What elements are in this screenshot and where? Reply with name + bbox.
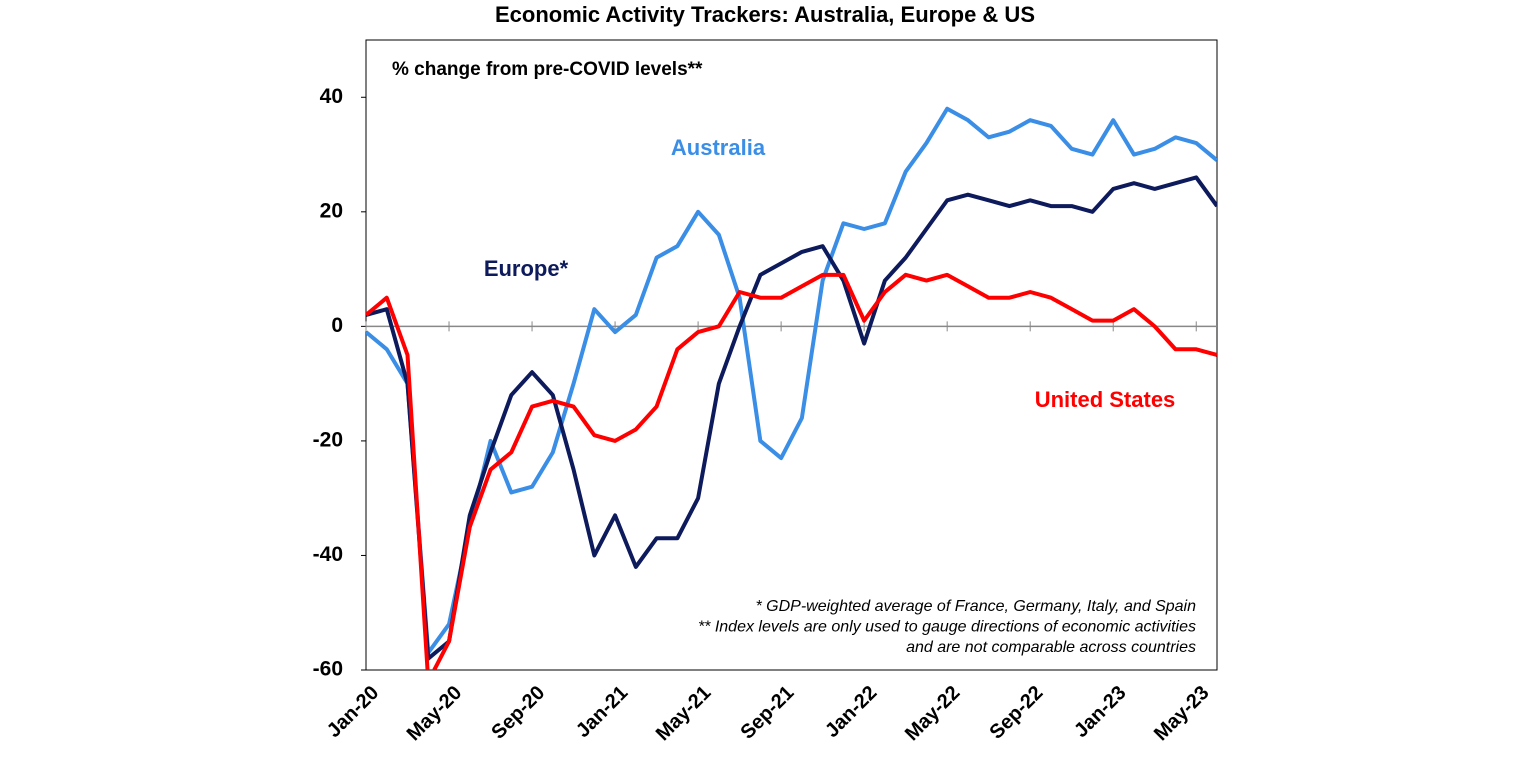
x-tick-label: Jan-23 <box>1070 682 1130 742</box>
x-tick-label: Sep-20 <box>487 682 549 744</box>
x-tick-label: Jan-21 <box>572 682 632 742</box>
x-tick-label: May-20 <box>403 682 467 746</box>
footnote: and are not comparable across countries <box>906 639 1196 656</box>
series-label: Europe* <box>484 256 569 281</box>
footnote: * GDP-weighted average of France, German… <box>755 598 1196 615</box>
y-tick-label: -40 <box>313 543 343 566</box>
annotation: % change from pre-COVID levels** <box>392 59 703 80</box>
series-line <box>366 106 1217 655</box>
y-tick-label: 20 <box>320 199 343 222</box>
x-tick-label: Jan-22 <box>821 682 881 742</box>
footnote: ** Index levels are only used to gauge d… <box>698 619 1196 636</box>
series-label: United States <box>1035 387 1176 412</box>
x-tick-label: Jan-20 <box>323 682 383 742</box>
series-line <box>366 175 1217 661</box>
y-tick-label: -60 <box>313 658 343 681</box>
series-line <box>366 272 1217 670</box>
x-tick-label: Sep-21 <box>736 682 798 744</box>
x-tick-label: May-23 <box>1150 682 1214 746</box>
y-tick-label: 40 <box>320 85 343 108</box>
x-tick-label: May-22 <box>901 682 965 746</box>
chart-title: Economic Activity Trackers: Australia, E… <box>495 2 1035 27</box>
x-tick-label: May-21 <box>652 682 716 746</box>
series-label: Australia <box>671 135 766 160</box>
y-tick-label: -20 <box>313 428 343 451</box>
x-tick-label: Sep-22 <box>986 682 1048 744</box>
y-tick-label: 0 <box>331 314 343 337</box>
plot-frame <box>365 39 1218 671</box>
